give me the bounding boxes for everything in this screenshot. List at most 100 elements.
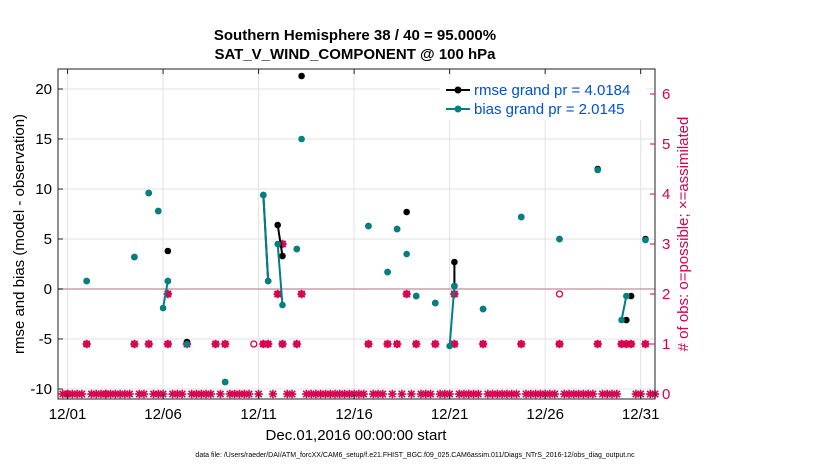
bias-segment xyxy=(162,280,169,309)
y-axis-left: -10 -5 0 5 10 15 20 xyxy=(30,81,63,398)
data-file-footer: data file: /Users/raeder/DAI/ATM_forcXX/… xyxy=(195,452,635,459)
obs-assimilated-marker xyxy=(278,339,287,349)
obs-zero-marker xyxy=(77,389,87,399)
bias-point xyxy=(183,340,191,348)
series-layer xyxy=(83,72,649,386)
obs-assimilated-marker xyxy=(431,339,440,349)
obs-count-layer xyxy=(58,239,660,399)
obs-assimilated-marker xyxy=(163,339,173,349)
obs-zero-marker-stroke xyxy=(613,390,621,398)
obs-zero-marker xyxy=(287,389,297,399)
bias-point xyxy=(264,277,272,285)
y-axis-label: rmse and bias (model - observation) xyxy=(11,114,28,354)
obs-assimilated-marker xyxy=(402,289,411,299)
obs-zero-marker-stroke xyxy=(398,390,406,398)
y2-tick-label: 0 xyxy=(662,386,670,403)
y2-tick-label: 3 xyxy=(662,236,670,253)
obs-zero-marker-stroke xyxy=(78,390,86,398)
bias-point xyxy=(594,166,601,174)
obs-assimilated-marker xyxy=(392,339,402,349)
obs-assimilated-marker xyxy=(555,339,564,349)
obs-zero-marker xyxy=(139,389,149,399)
obs-assimilated-marker-stroke xyxy=(517,340,525,348)
obs-zero-marker xyxy=(359,389,368,399)
obs-zero-marker-stroke xyxy=(207,390,215,398)
obs-assimilated-marker-stroke xyxy=(130,340,139,348)
obs-assimilated-marker-stroke xyxy=(278,340,287,348)
bias-point xyxy=(131,253,138,261)
rmse-point xyxy=(164,247,172,255)
obs-zero-marker-stroke xyxy=(379,390,387,398)
obs-assimilated-marker-stroke xyxy=(102,390,110,398)
x-tick-label: 12/01 xyxy=(49,406,87,423)
bias-point xyxy=(384,268,391,276)
bias-point xyxy=(623,292,630,300)
obs-zero-marker xyxy=(268,389,278,399)
y2-tick-label: 5 xyxy=(662,136,670,153)
legend: rmse grand pr = 4.0184 bias grand pr = 2… xyxy=(440,78,646,120)
y2-axis-label: # of obs: o=possible; ×=assimilated xyxy=(675,117,692,352)
obs-zero-marker xyxy=(206,389,216,399)
bias-point xyxy=(432,299,439,307)
obs-zero-marker xyxy=(426,389,435,399)
rmse-point xyxy=(451,258,458,266)
obs-zero-marker-stroke xyxy=(288,390,296,398)
obs-assimilated-marker-stroke xyxy=(364,340,373,348)
obs-zero-marker-stroke xyxy=(140,390,148,398)
rmse-point xyxy=(298,72,305,80)
obs-zero-marker-stroke xyxy=(550,390,559,398)
obs-zero-marker xyxy=(125,389,134,399)
y2-tick-label: 6 xyxy=(662,86,670,103)
legend-bias-label: bias grand pr = 2.0145 xyxy=(474,101,625,118)
obs-assimilated-marker-stroke xyxy=(593,340,602,348)
y2-tick-label: 2 xyxy=(662,286,670,303)
bias-point xyxy=(556,235,563,243)
bias-point xyxy=(642,236,649,244)
obs-zero-marker-stroke xyxy=(407,390,416,398)
obs-zero-marker xyxy=(512,389,521,399)
obs-assimilated-marker-stroke xyxy=(627,340,635,348)
bias-point xyxy=(274,240,281,248)
obs-zero-marker xyxy=(216,389,225,399)
bias-point xyxy=(145,189,153,197)
obs-assimilated-marker-stroke xyxy=(221,340,229,348)
bias-point xyxy=(159,304,167,312)
bias-point xyxy=(403,250,410,258)
legend-bias-marker xyxy=(454,105,462,113)
obs-assimilated-marker xyxy=(412,339,421,349)
y-axis-right: 0 1 2 3 4 5 6 xyxy=(650,86,670,403)
obs-assimilated-marker xyxy=(593,339,602,349)
obs-assimilated-marker-stroke xyxy=(383,340,392,348)
obs-assimilated-marker xyxy=(263,339,273,349)
bias-point xyxy=(365,222,372,230)
chart-title: Southern Hemisphere 38 / 40 = 95.000% xyxy=(213,27,497,44)
y-tick-label: 10 xyxy=(35,181,52,198)
obs-possible-marker xyxy=(250,340,258,348)
chart-subtitle: SAT_V_WIND_COMPONENT @ 100 hPa xyxy=(214,46,496,63)
obs-zero-marker-stroke xyxy=(426,390,435,398)
obs-assimilated-marker xyxy=(517,339,526,349)
rmse-segment xyxy=(276,224,284,257)
bias-point xyxy=(154,207,162,215)
x-tick-label: 12/26 xyxy=(526,406,564,423)
obs-assimilated-marker-stroke xyxy=(145,340,153,348)
bias-point xyxy=(298,135,305,143)
bias-point xyxy=(446,342,453,350)
obs-zero-marker-stroke xyxy=(269,390,277,398)
obs-assimilated-marker xyxy=(297,289,306,299)
legend-box xyxy=(440,78,646,120)
bias-point xyxy=(618,316,625,324)
y-tick-label: -10 xyxy=(30,381,52,398)
obs-zero-marker xyxy=(612,389,621,399)
obs-zero-marker-stroke xyxy=(474,390,483,398)
x-axis-label: Dec.01,2016 00:00:00 start xyxy=(266,427,448,444)
bias-point xyxy=(393,225,401,233)
obs-assimilated-marker-stroke xyxy=(479,340,487,348)
rmse-point xyxy=(627,292,635,300)
x-tick-label: 12/06 xyxy=(144,406,182,423)
obs-zero-marker xyxy=(474,389,483,399)
y2-tick-label: 1 xyxy=(662,336,670,353)
bias-point xyxy=(517,213,525,221)
obs-zero-marker-stroke xyxy=(216,390,225,398)
